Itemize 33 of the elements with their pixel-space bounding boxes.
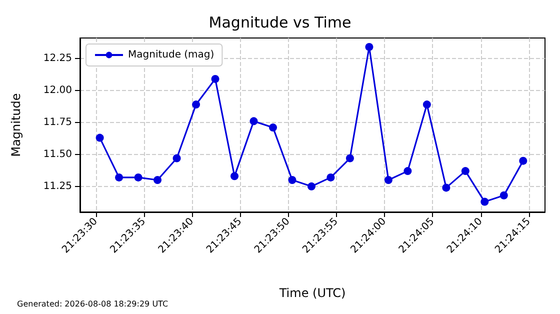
text: Generated: 2026-08-08 18:29:29 UTC <box>17 300 168 308</box>
point <box>154 176 162 184</box>
point <box>519 156 528 165</box>
point <box>230 172 239 180</box>
point <box>250 117 258 126</box>
y-tick-label: 12.25 <box>43 52 72 64</box>
point <box>346 154 354 162</box>
y-axis-title: Magnitude <box>9 93 23 157</box>
point <box>211 74 220 83</box>
y-tick-label: 11.75 <box>43 116 72 128</box>
point <box>404 167 412 176</box>
legend-label: Magnitude (mag) <box>128 50 214 60</box>
point <box>326 173 335 182</box>
y-tick-label: 12.00 <box>43 84 72 96</box>
point <box>500 191 508 200</box>
point <box>442 184 450 192</box>
point <box>422 100 431 109</box>
y-tick-label: 11.25 <box>43 180 72 192</box>
chart-title: Magnitude vs Time <box>208 14 352 32</box>
point <box>480 198 489 206</box>
point <box>192 100 200 109</box>
point <box>365 42 374 51</box>
point <box>134 173 142 182</box>
point <box>96 134 104 142</box>
point <box>115 173 124 182</box>
point <box>269 124 277 132</box>
x-axis-title: Time (UTC) <box>278 286 346 300</box>
point <box>384 176 392 184</box>
point <box>307 182 316 190</box>
y-tick-label: 11.50 <box>43 148 72 160</box>
point <box>288 176 296 184</box>
point <box>461 167 470 176</box>
point <box>172 154 181 162</box>
